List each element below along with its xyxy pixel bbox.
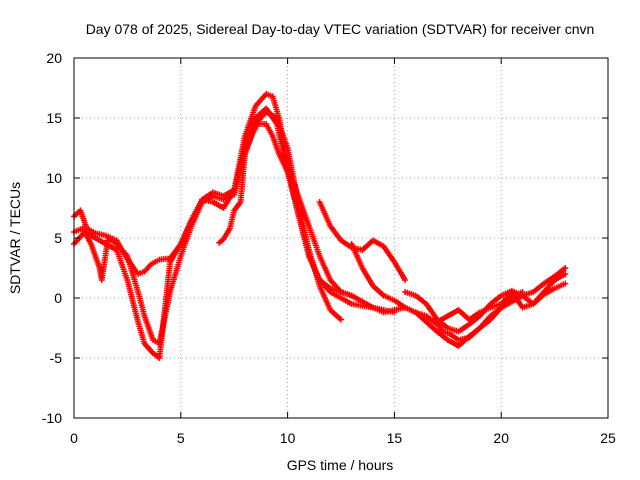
series-sat-6 bbox=[348, 241, 569, 349]
data-points bbox=[71, 91, 569, 361]
y-axis-label: SDTVAR / TECUs bbox=[7, 182, 23, 294]
series-sat-8 bbox=[434, 280, 569, 325]
x-axis-label: GPS time / hours bbox=[287, 457, 394, 473]
x-tick-label: 10 bbox=[280, 430, 296, 446]
x-tick-label: 15 bbox=[387, 430, 403, 446]
y-tick-label: 0 bbox=[54, 290, 62, 306]
data-point bbox=[562, 265, 569, 271]
tick-labels: 0 5 10 15 20 25 -10 -5 0 5 10 15 20 bbox=[42, 50, 616, 446]
series-sat-5 bbox=[316, 199, 409, 283]
y-tick-label: 10 bbox=[46, 170, 62, 186]
series-sat-2 bbox=[71, 105, 398, 361]
series-sat-3 bbox=[71, 109, 344, 347]
y-tick-label: 15 bbox=[46, 110, 62, 126]
x-tick-label: 0 bbox=[70, 430, 78, 446]
y-tick-label: 5 bbox=[54, 230, 62, 246]
chart-title: Day 078 of 2025, Sidereal Day-to-day VTE… bbox=[86, 21, 595, 37]
y-tick-label: 20 bbox=[46, 50, 62, 66]
x-tick-label: 5 bbox=[177, 430, 185, 446]
data-point bbox=[338, 316, 344, 323]
x-tick-label: 25 bbox=[600, 430, 616, 446]
x-tick-label: 20 bbox=[493, 430, 509, 446]
axes bbox=[73, 57, 609, 419]
data-point bbox=[562, 280, 569, 287]
y-tick-label: -10 bbox=[42, 410, 62, 426]
data-point bbox=[562, 271, 569, 277]
y-tick-label: -5 bbox=[50, 350, 63, 366]
data-point bbox=[402, 277, 409, 283]
